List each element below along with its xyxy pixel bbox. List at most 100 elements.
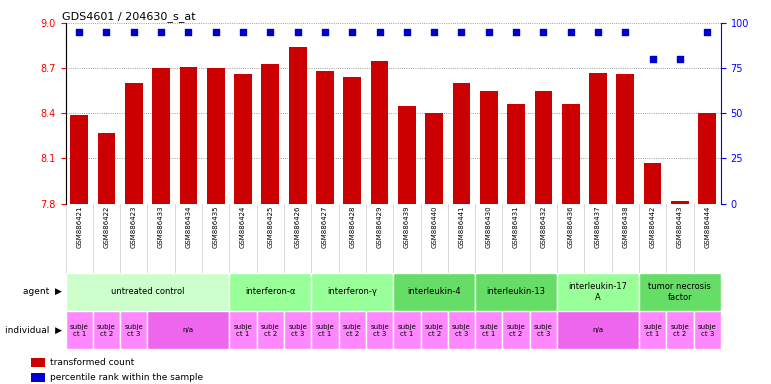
Bar xyxy=(234,74,252,204)
Point xyxy=(401,29,413,35)
Text: GSM886438: GSM886438 xyxy=(622,205,628,248)
Text: interleukin-4: interleukin-4 xyxy=(407,287,461,296)
Text: n/a: n/a xyxy=(592,327,604,333)
Text: interferon-γ: interferon-γ xyxy=(328,287,377,296)
Bar xyxy=(475,311,503,349)
Bar xyxy=(557,273,639,311)
Text: subje
ct 2: subje ct 2 xyxy=(507,324,526,337)
Text: GSM886429: GSM886429 xyxy=(376,205,382,248)
Text: subje
ct 3: subje ct 3 xyxy=(288,324,307,337)
Point xyxy=(100,29,113,35)
Point xyxy=(155,29,167,35)
Text: GDS4601 / 204630_s_at: GDS4601 / 204630_s_at xyxy=(62,11,196,22)
Text: GSM886422: GSM886422 xyxy=(103,205,109,248)
Text: subje
ct 2: subje ct 2 xyxy=(671,324,689,337)
Bar xyxy=(589,73,607,204)
Bar xyxy=(98,133,116,204)
Text: n/a: n/a xyxy=(183,327,194,333)
Bar xyxy=(70,115,88,204)
Bar xyxy=(207,68,224,204)
Bar xyxy=(503,311,530,349)
Text: interleukin-13: interleukin-13 xyxy=(487,287,546,296)
Text: subje
ct 3: subje ct 3 xyxy=(698,324,716,337)
Bar xyxy=(530,311,557,349)
Bar xyxy=(230,311,257,349)
Text: subje
ct 3: subje ct 3 xyxy=(534,324,553,337)
Text: subje
ct 1: subje ct 1 xyxy=(480,324,498,337)
Bar xyxy=(507,104,525,204)
Text: subje
ct 1: subje ct 1 xyxy=(398,324,416,337)
Point xyxy=(182,29,194,35)
Bar xyxy=(448,311,475,349)
Bar xyxy=(284,311,311,349)
Bar xyxy=(230,273,311,311)
Text: subje
ct 1: subje ct 1 xyxy=(315,324,335,337)
Point xyxy=(456,29,468,35)
Bar xyxy=(257,311,284,349)
Bar xyxy=(398,106,416,204)
Bar xyxy=(420,311,448,349)
Point xyxy=(128,29,140,35)
Bar xyxy=(671,200,689,204)
Bar xyxy=(343,77,361,204)
Point xyxy=(237,29,249,35)
Text: tumor necrosis
factor: tumor necrosis factor xyxy=(648,282,712,301)
Bar xyxy=(147,311,230,349)
Point xyxy=(537,29,550,35)
Text: percentile rank within the sample: percentile rank within the sample xyxy=(50,373,204,382)
Bar xyxy=(393,311,420,349)
Text: subje
ct 3: subje ct 3 xyxy=(370,324,389,337)
Bar xyxy=(534,91,552,204)
Point xyxy=(346,29,359,35)
Text: subje
ct 3: subje ct 3 xyxy=(452,324,471,337)
Bar xyxy=(371,61,389,204)
Text: GSM886433: GSM886433 xyxy=(158,205,164,248)
Point xyxy=(564,29,577,35)
Text: GSM886431: GSM886431 xyxy=(513,205,519,248)
Point xyxy=(674,56,686,62)
Bar xyxy=(180,67,197,204)
Point xyxy=(210,29,222,35)
Point xyxy=(73,29,86,35)
Text: subje
ct 3: subje ct 3 xyxy=(124,324,143,337)
Text: GSM886430: GSM886430 xyxy=(486,205,492,248)
Point xyxy=(619,29,631,35)
Bar xyxy=(31,373,45,382)
Bar xyxy=(639,311,666,349)
Bar xyxy=(125,83,143,204)
Text: interleukin-17
A: interleukin-17 A xyxy=(568,282,628,301)
Point xyxy=(291,29,304,35)
Text: GSM886432: GSM886432 xyxy=(540,205,547,248)
Bar xyxy=(639,273,721,311)
Text: GSM886437: GSM886437 xyxy=(595,205,601,248)
Text: subje
ct 1: subje ct 1 xyxy=(70,324,89,337)
Bar xyxy=(289,47,307,204)
Bar xyxy=(261,64,279,204)
Text: agent  ▶: agent ▶ xyxy=(23,287,62,296)
Bar xyxy=(617,74,635,204)
Bar xyxy=(699,113,716,204)
Text: GSM886440: GSM886440 xyxy=(431,205,437,248)
Bar xyxy=(480,91,497,204)
Bar xyxy=(426,113,443,204)
Text: subje
ct 2: subje ct 2 xyxy=(97,324,116,337)
Bar xyxy=(152,68,170,204)
Text: GSM886436: GSM886436 xyxy=(567,205,574,248)
Point xyxy=(318,29,331,35)
Text: subje
ct 2: subje ct 2 xyxy=(425,324,443,337)
Text: GSM886434: GSM886434 xyxy=(185,205,191,248)
Text: GSM886423: GSM886423 xyxy=(131,205,136,248)
Text: GSM886427: GSM886427 xyxy=(322,205,328,248)
Point xyxy=(592,29,604,35)
Bar xyxy=(311,273,393,311)
Text: subje
ct 2: subje ct 2 xyxy=(261,324,280,337)
Bar xyxy=(666,311,694,349)
Bar xyxy=(316,71,334,204)
Text: GSM886426: GSM886426 xyxy=(295,205,301,248)
Text: GSM886441: GSM886441 xyxy=(459,205,464,248)
Point xyxy=(510,29,522,35)
Text: GSM886444: GSM886444 xyxy=(704,205,710,248)
Point xyxy=(264,29,277,35)
Text: GSM886442: GSM886442 xyxy=(650,205,655,248)
Text: individual  ▶: individual ▶ xyxy=(5,326,62,335)
